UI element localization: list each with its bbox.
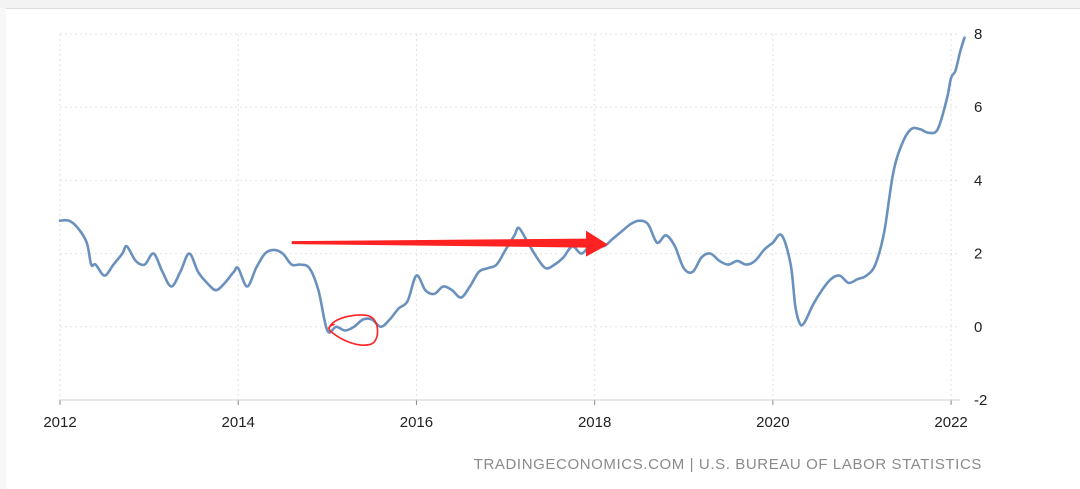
- x-tick-label: 2012: [43, 414, 76, 431]
- y-tick-label: 0: [974, 319, 982, 336]
- window-top-bar: [0, 0, 1080, 9]
- window-left-edge: [0, 8, 6, 489]
- grid: [59, 33, 960, 405]
- y-tick-label: -2: [974, 392, 987, 409]
- y-tick-label: 4: [974, 172, 982, 189]
- series-layer: [58, 36, 966, 334]
- x-tick-label: 2016: [400, 414, 433, 431]
- x-axis-ticks: 2012 2014 2016 2018 2020 2022: [43, 414, 967, 431]
- x-tick-label: 2022: [934, 414, 967, 431]
- annotation-circle: [328, 314, 379, 346]
- y-axis-ticks: -2 0 2 4 6 8: [974, 26, 987, 409]
- x-tick-label: 2014: [222, 414, 255, 431]
- x-tick-label: 2020: [756, 414, 789, 431]
- series-line: [58, 36, 966, 334]
- source-text: TRADINGECONOMICS.COM | U.S. BUREAU OF LA…: [473, 456, 982, 473]
- x-tick-label: 2018: [578, 414, 611, 431]
- annotation-arrow: [291, 230, 608, 257]
- y-tick-label: 8: [974, 26, 982, 43]
- y-tick-label: 6: [974, 99, 982, 116]
- annotation-layer: [291, 230, 608, 346]
- y-tick-label: 2: [974, 246, 982, 263]
